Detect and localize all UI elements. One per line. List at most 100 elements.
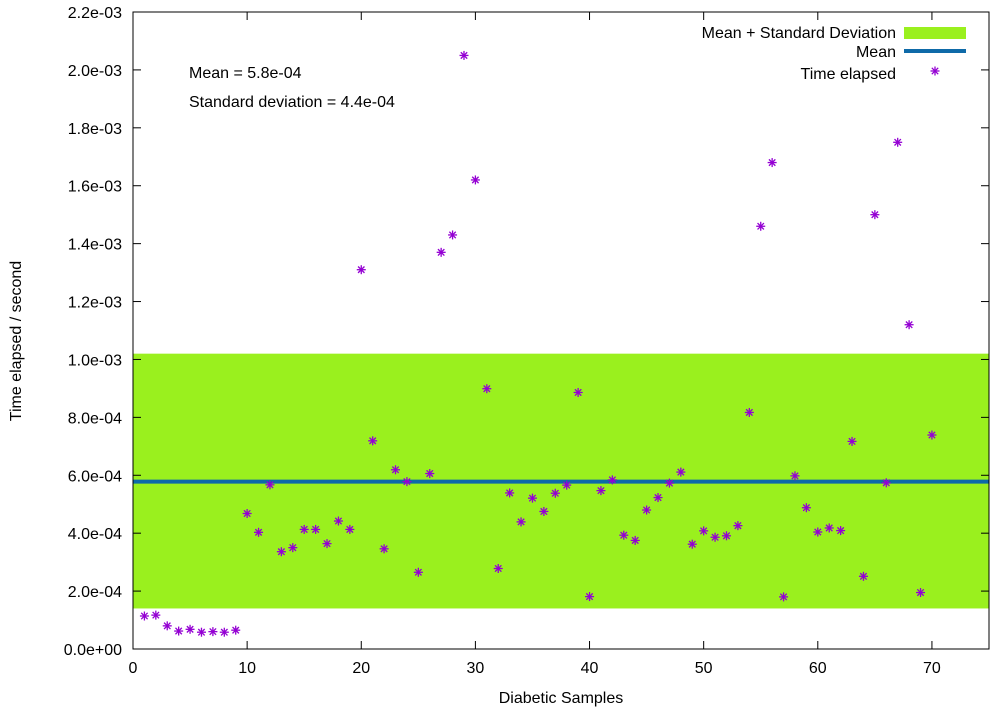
data-point (231, 625, 241, 635)
data-point (585, 592, 595, 602)
x-axis-label: Diabetic Samples (499, 690, 624, 707)
y-axis-label: Time elapsed / second (8, 261, 25, 421)
data-point (139, 611, 149, 621)
data-point (847, 436, 857, 446)
data-point (208, 627, 218, 637)
y-tick-label: 4.0e-04 (68, 526, 122, 543)
data-point (254, 527, 264, 537)
data-point (345, 524, 355, 534)
data-point (904, 320, 914, 330)
legend: Mean + Standard Deviation Mean Time elap… (702, 25, 966, 83)
data-point (699, 526, 709, 536)
data-point (391, 465, 401, 475)
plot-frame (132, 11, 990, 650)
data-point (196, 627, 206, 637)
data-point (185, 624, 195, 634)
data-point (607, 475, 617, 485)
x-tick-label: 20 (352, 660, 370, 677)
y-tick-label: 2.0e-04 (68, 584, 122, 601)
legend-label-band: Mean + Standard Deviation (702, 25, 896, 42)
data-point (779, 592, 789, 602)
x-tick-label: 0 (129, 660, 138, 677)
data-point (425, 469, 435, 479)
data-point (174, 626, 184, 636)
data-point (402, 477, 412, 487)
data-point (516, 517, 526, 527)
data-point (151, 610, 161, 620)
data-point (573, 387, 583, 397)
data-point (756, 221, 766, 231)
data-point (881, 478, 891, 488)
y-tick-label: 6.0e-04 (68, 468, 122, 485)
x-tick-label: 10 (238, 660, 256, 677)
data-point (265, 480, 275, 490)
data-point (333, 516, 343, 526)
x-tick-label: 40 (581, 660, 599, 677)
legend-marker-time-elapsed (930, 66, 940, 76)
data-point (413, 567, 423, 577)
data-point (836, 526, 846, 536)
y-tick-label: 0.0e+00 (64, 642, 122, 659)
x-tick-label: 50 (695, 660, 713, 677)
data-point (653, 493, 663, 503)
x-tick-label: 30 (467, 660, 485, 677)
data-points (139, 50, 937, 637)
data-point (276, 547, 286, 557)
data-point (916, 588, 926, 598)
data-point (368, 436, 378, 446)
y-axis-ticks: 0.0e+00 2.0e-04 4.0e-04 6.0e-04 8.0e-04 1.0e-… (64, 5, 989, 659)
data-point (539, 506, 549, 516)
data-point (642, 505, 652, 515)
data-point (550, 488, 560, 498)
data-point (242, 508, 252, 518)
data-point (619, 530, 629, 540)
y-tick-label: 8.0e-04 (68, 410, 122, 427)
data-point (219, 627, 229, 637)
data-point (448, 230, 458, 240)
data-point (733, 521, 743, 531)
std-dev-annotation: Standard deviation = 4.4e-04 (189, 94, 395, 111)
y-tick-label: 1.4e-03 (68, 237, 122, 254)
data-point (893, 137, 903, 147)
y-tick-label: 1.0e-03 (68, 352, 122, 369)
data-point (870, 210, 880, 220)
data-point (288, 543, 298, 553)
x-axis-ticks: 0 10 20 30 40 50 60 70 (129, 12, 941, 677)
data-point (299, 524, 309, 534)
data-point (596, 486, 606, 496)
data-point (493, 564, 503, 574)
data-point (482, 384, 492, 394)
x-tick-label: 60 (809, 660, 827, 677)
legend-label-mean: Mean (856, 44, 896, 61)
data-point (801, 503, 811, 513)
y-tick-label: 2.2e-03 (68, 5, 122, 22)
mean-annotation: Mean = 5.8e-04 (189, 65, 302, 82)
data-point (744, 407, 754, 417)
data-point (813, 527, 823, 537)
legend-swatch-time-elapsed (930, 66, 940, 76)
x-tick-label: 70 (923, 660, 941, 677)
data-point (676, 467, 686, 477)
data-point (470, 175, 480, 185)
data-point (790, 471, 800, 481)
data-point (505, 488, 515, 498)
legend-label-time-elapsed: Time elapsed (801, 66, 896, 83)
data-point (927, 430, 937, 440)
data-point (356, 265, 366, 275)
data-point (322, 539, 332, 549)
data-point (630, 535, 640, 545)
legend-swatch-band (904, 27, 966, 39)
data-point (767, 158, 777, 168)
data-point (311, 524, 321, 534)
data-point (858, 571, 868, 581)
data-point (664, 478, 674, 488)
y-tick-label: 1.2e-03 (68, 295, 122, 312)
y-tick-label: 2.0e-03 (68, 63, 122, 80)
y-tick-label: 1.8e-03 (68, 121, 122, 138)
data-point (687, 539, 697, 549)
data-point (824, 523, 834, 533)
data-point (436, 247, 446, 257)
y-tick-label: 1.6e-03 (68, 179, 122, 196)
data-point (379, 544, 389, 554)
